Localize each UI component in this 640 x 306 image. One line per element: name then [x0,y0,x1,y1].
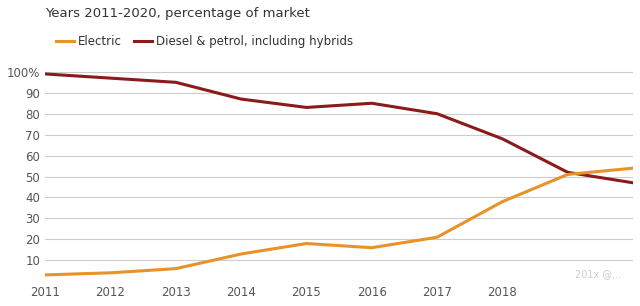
Legend: Electric, Diesel & petrol, including hybrids: Electric, Diesel & petrol, including hyb… [51,30,358,52]
Text: 201x @...: 201x @... [575,269,621,279]
Text: Years 2011-2020, percentage of market: Years 2011-2020, percentage of market [45,7,310,20]
